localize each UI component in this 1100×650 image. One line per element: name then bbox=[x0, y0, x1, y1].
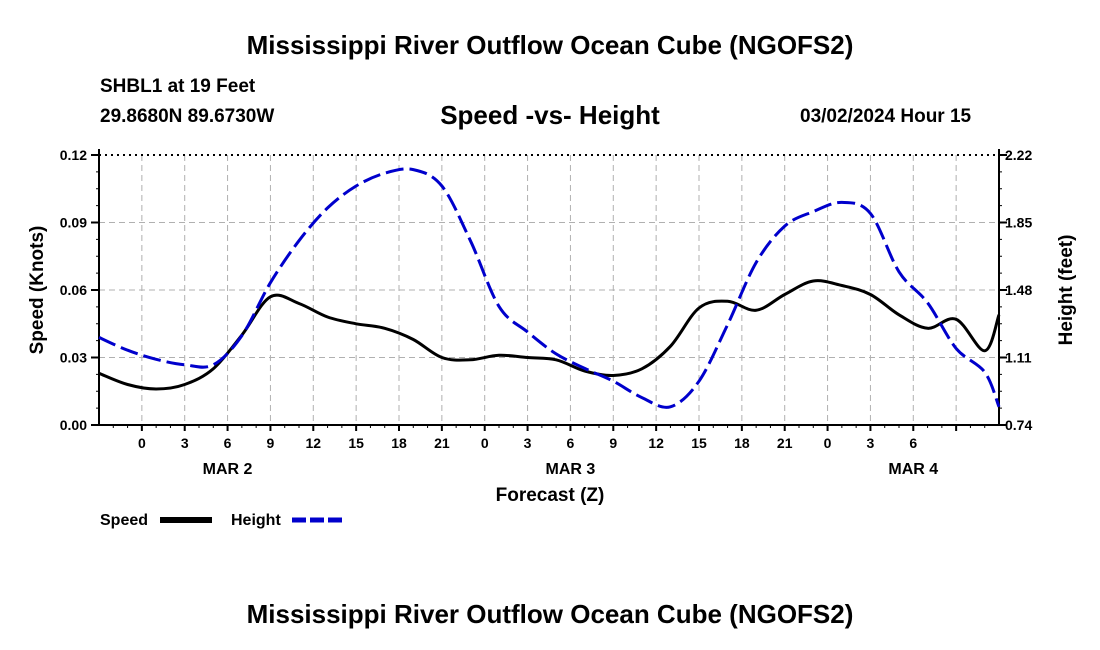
y2-tick-label: 1.11 bbox=[1005, 350, 1032, 366]
x-tick-label: 12 bbox=[305, 435, 321, 451]
x-tick-label: 15 bbox=[348, 435, 364, 451]
series-lines bbox=[98, 167, 1001, 409]
y2-tick-label: 1.48 bbox=[1005, 282, 1032, 298]
repeated-chart-title: Mississippi River Outflow Ocean Cube (NG… bbox=[246, 599, 854, 629]
y-tick-label: 0.12 bbox=[60, 147, 87, 163]
x-tick-label: 0 bbox=[138, 435, 146, 451]
height-series-line bbox=[98, 167, 1001, 409]
speed-series-line bbox=[98, 279, 1001, 391]
x-tick-label: 0 bbox=[481, 435, 489, 451]
y2-tick-label: 2.22 bbox=[1005, 147, 1032, 163]
y-tick-label: 0.00 bbox=[60, 417, 87, 433]
y-tick-label: 0.09 bbox=[60, 215, 87, 231]
x-tick-label: 6 bbox=[909, 435, 917, 451]
grid-lines bbox=[99, 155, 999, 425]
coordinates-label: 29.8680N 89.6730W bbox=[100, 106, 275, 127]
legend-speed-label: Speed bbox=[100, 512, 148, 529]
chart-axes bbox=[91, 149, 1007, 431]
legend: Speed Height bbox=[100, 512, 342, 529]
y-tick-label: 0.06 bbox=[60, 282, 87, 298]
x-tick-label: 9 bbox=[267, 435, 275, 451]
forecast-datetime: 03/02/2024 Hour 15 bbox=[800, 106, 972, 127]
x-tick-label: 0 bbox=[824, 435, 832, 451]
x-tick-label: 15 bbox=[691, 435, 707, 451]
x-tick-label: 18 bbox=[734, 435, 750, 451]
x-tick-label: 3 bbox=[867, 435, 875, 451]
x-axis-label: Forecast (Z) bbox=[496, 485, 605, 506]
y-tick-label: 0.03 bbox=[60, 350, 87, 366]
x-tick-label: 18 bbox=[391, 435, 407, 451]
date-label: MAR 3 bbox=[546, 461, 596, 478]
date-label: MAR 4 bbox=[888, 461, 938, 478]
x-tick-label: 9 bbox=[609, 435, 617, 451]
tick-labels: 0.00 0.03 0.06 0.09 0.12 0.74 1.11 1.48 1.85 2.22… bbox=[60, 147, 1033, 478]
x-tick-label: 21 bbox=[434, 435, 450, 451]
chart-subtitle: Speed -vs- Height bbox=[440, 100, 660, 130]
chart-title: Mississippi River Outflow Ocean Cube (NG… bbox=[246, 30, 854, 60]
x-tick-label: 6 bbox=[224, 435, 232, 451]
x-tick-label: 3 bbox=[524, 435, 532, 451]
x-tick-label: 3 bbox=[181, 435, 189, 451]
date-label: MAR 2 bbox=[203, 461, 253, 478]
y-axis-label-left: Speed (Knots) bbox=[27, 226, 48, 355]
x-tick-label: 6 bbox=[567, 435, 575, 451]
station-label: SHBL1 at 19 Feet bbox=[100, 76, 256, 97]
y2-tick-label: 1.85 bbox=[1005, 215, 1032, 231]
x-tick-label: 12 bbox=[648, 435, 664, 451]
y2-tick-label: 0.74 bbox=[1005, 417, 1032, 433]
legend-height-label: Height bbox=[231, 512, 281, 529]
x-tick-label: 21 bbox=[777, 435, 793, 451]
y-axis-label-right: Height (feet) bbox=[1056, 235, 1077, 346]
